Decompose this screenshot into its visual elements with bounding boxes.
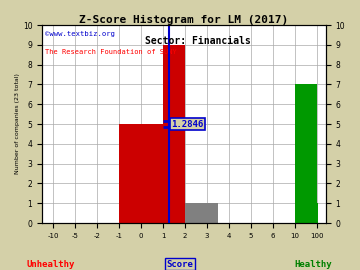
Text: 1.2846: 1.2846 [171, 120, 203, 129]
Text: Healthy: Healthy [294, 260, 332, 269]
Bar [317, 203, 318, 223]
Text: Score: Score [167, 260, 193, 269]
Text: Sector: Financials: Sector: Financials [145, 36, 251, 46]
Text: ©www.textbiz.org: ©www.textbiz.org [45, 31, 115, 37]
Bar [185, 203, 218, 223]
Bar [119, 124, 163, 223]
Bar [295, 85, 317, 223]
Bar [163, 45, 185, 223]
Title: Z-Score Histogram for LM (2017): Z-Score Histogram for LM (2017) [79, 15, 288, 25]
Text: The Research Foundation of SUNY: The Research Foundation of SUNY [45, 49, 177, 55]
Y-axis label: Number of companies (23 total): Number of companies (23 total) [15, 74, 20, 174]
Text: Unhealthy: Unhealthy [26, 260, 75, 269]
